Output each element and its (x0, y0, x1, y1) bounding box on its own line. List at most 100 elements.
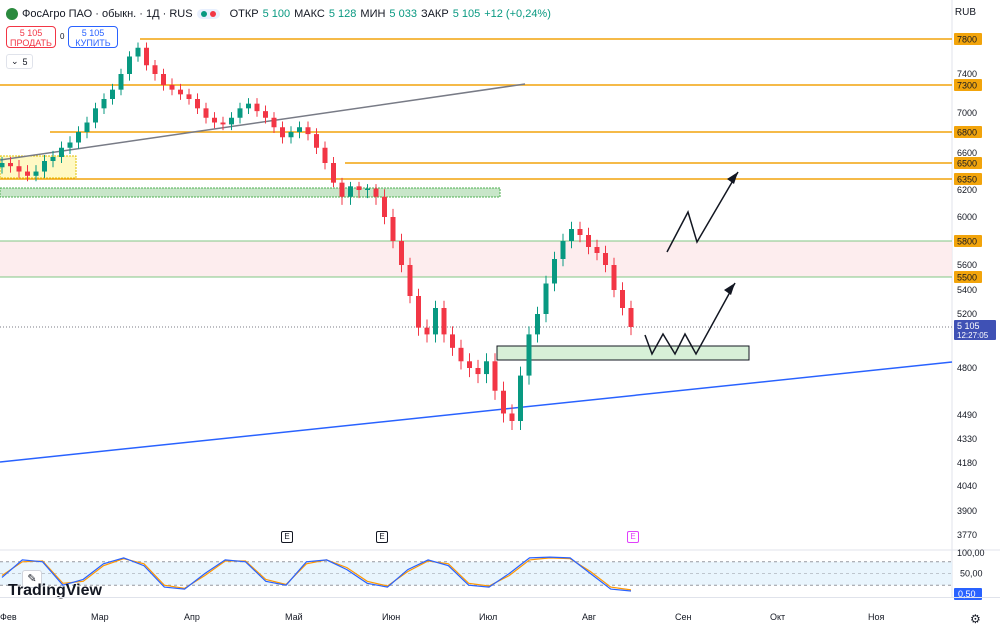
candle-body (322, 147, 328, 163)
gear-icon[interactable]: ⚙ (970, 612, 981, 626)
candle-body (475, 368, 481, 375)
candle-body (186, 94, 192, 99)
candle-body (407, 265, 413, 296)
price-tick-label: 5200 (957, 309, 977, 319)
candle-body (246, 103, 251, 109)
candle-body (152, 65, 158, 74)
buy-button[interactable]: 5 105 КУПИТЬ (68, 26, 118, 48)
price-level-label: 5500 (957, 273, 977, 283)
candle-body (33, 171, 39, 176)
stoch-k-line (1, 556, 632, 592)
candle-body (331, 163, 336, 183)
buy-price: 5 105 (81, 28, 105, 38)
price-tick-label: 4180 (957, 458, 977, 468)
candle-body (458, 347, 464, 362)
price-level-tag (954, 33, 982, 45)
earnings-marker[interactable]: E (281, 531, 293, 543)
stoch-value-label: 0,50 (958, 589, 976, 599)
candle-body (569, 229, 574, 241)
candle-body (518, 375, 523, 421)
candle-body (348, 186, 353, 197)
high-label: МАКС (294, 8, 325, 20)
candle-body (586, 235, 591, 247)
tradingview-logo[interactable]: TradingView (8, 582, 102, 599)
price-tick-label: 7000 (957, 108, 977, 118)
spread-value: 0 (60, 32, 65, 41)
high-value: 5 128 (328, 8, 357, 20)
currency-label[interactable]: RUB (954, 7, 976, 18)
candle-body (144, 47, 149, 66)
candle-body (560, 241, 566, 259)
candle-body (365, 188, 370, 190)
candle-body (93, 108, 98, 123)
candle-body (356, 186, 362, 190)
candle-body (237, 108, 243, 118)
price-level-tag (954, 271, 982, 283)
price-level-tag (954, 157, 982, 169)
candle-body (297, 127, 302, 132)
candle-body (492, 361, 498, 391)
candle-body (305, 127, 311, 135)
price-level-label: 5800 (957, 237, 977, 247)
candle-body (433, 308, 438, 335)
low-value: 5 033 (389, 8, 417, 20)
time-tick-label: Май (285, 612, 303, 622)
open-value: 5 100 (262, 8, 291, 20)
earnings-marker[interactable]: E (627, 531, 639, 543)
price-tick-label: 3900 (957, 506, 977, 516)
candle-body (509, 413, 515, 421)
time-tick-label: Июн (382, 612, 400, 622)
time-tick-label: Авг (582, 612, 597, 622)
candle-body (118, 74, 124, 90)
time-tick-label: Ноя (868, 612, 885, 622)
candle-body (229, 117, 234, 125)
candle-body (84, 122, 90, 132)
price-tick-label: 6200 (957, 185, 977, 195)
price-level-label: 7800 (957, 35, 977, 45)
candle-body (110, 89, 115, 99)
earnings-marker[interactable]: E (376, 531, 388, 543)
candle-body (101, 99, 107, 109)
candle-body (382, 196, 387, 217)
arrow-head-icon (724, 283, 735, 295)
candle-body (424, 327, 430, 335)
time-tick-label: Июл (479, 612, 497, 622)
countdown-label: 12:27:05 (957, 331, 989, 340)
candle-body (628, 308, 634, 327)
price-tick-label: 6600 (957, 148, 977, 158)
candle-body (42, 161, 47, 172)
candle-body (467, 361, 472, 368)
candle-body (611, 265, 617, 290)
indicators-toggle[interactable]: ⌄ 5 (6, 54, 33, 69)
candle-body (127, 56, 132, 74)
chart-header: ФосАгро ПАО · обыкн. · 1Д · RUS ОТКР 5 1… (6, 5, 551, 23)
price-tick-label: 4490 (957, 410, 977, 420)
candle-body (67, 142, 73, 148)
market-status-indicator[interactable] (196, 9, 220, 19)
drawing-tool-button[interactable]: ✎ (22, 570, 42, 588)
candle-body (314, 134, 319, 148)
candle-body (441, 308, 447, 335)
projection-path-lower (644, 282, 736, 356)
last-price-label: 5 105 (957, 321, 980, 331)
candle-body (178, 89, 183, 95)
stoch-d-line (1, 557, 632, 591)
candle-body (0, 163, 5, 168)
candle-body (390, 217, 396, 241)
time-axis[interactable] (0, 597, 1000, 629)
time-tick-label: Сен (675, 612, 692, 622)
symbol-title[interactable]: ФосАгро ПАО · обыкн. · 1Д · RUS (22, 8, 193, 20)
candle-body (220, 122, 226, 125)
sell-price: 5 105 (19, 28, 43, 38)
sell-button[interactable]: 5 105 ПРОДАТЬ (6, 26, 56, 48)
status-dot-icon (200, 11, 207, 17)
close-value: 5 105 (452, 8, 481, 20)
buy-label: КУПИТЬ (75, 38, 111, 48)
price-level-tag (954, 79, 982, 91)
candle-body (373, 188, 379, 197)
last-price-tag (954, 320, 996, 340)
price-level-label: 6800 (957, 128, 977, 138)
candle-body (501, 390, 506, 414)
price-level-tag (954, 235, 982, 247)
